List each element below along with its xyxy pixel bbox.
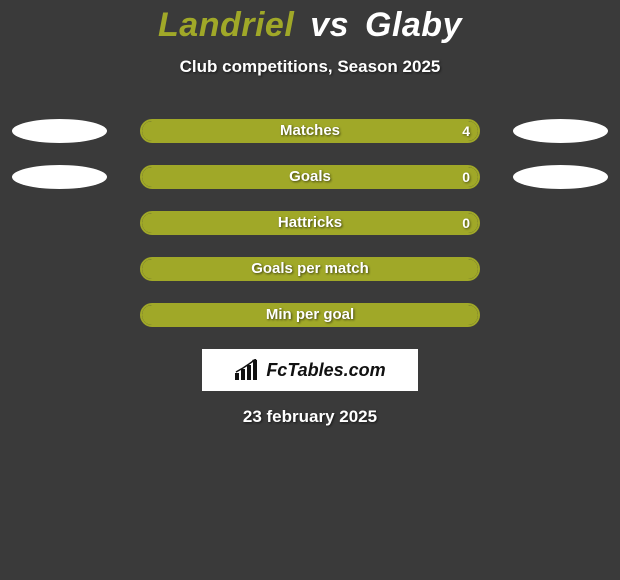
stat-row: Hattricks0 (0, 211, 620, 235)
right-ellipse (513, 119, 608, 143)
logo-text: FcTables.com (266, 360, 385, 381)
title-player1: Landriel (158, 6, 294, 44)
bar-track: Matches4 (140, 119, 480, 143)
page-title: Landriel vs Glaby (0, 0, 620, 45)
bar-label: Goals (142, 168, 478, 185)
subtitle: Club competitions, Season 2025 (0, 57, 620, 77)
bar-track: Goals per match (140, 257, 480, 281)
fctables-icon (234, 359, 260, 381)
bar-value-right: 0 (462, 215, 470, 231)
bar-label: Goals per match (142, 260, 478, 277)
left-ellipse (12, 165, 107, 189)
date-label: 23 february 2025 (0, 407, 620, 427)
stats-rows: Matches4Goals0Hattricks0Goals per matchM… (0, 119, 620, 327)
title-vs: vs (310, 6, 349, 44)
bar-track: Hattricks0 (140, 211, 480, 235)
stat-row: Goals0 (0, 165, 620, 189)
bar-value-right: 4 (462, 123, 470, 139)
bar-track: Min per goal (140, 303, 480, 327)
bar-label: Matches (142, 122, 478, 139)
bar-label: Min per goal (142, 306, 478, 323)
stat-row: Matches4 (0, 119, 620, 143)
title-player2: Glaby (365, 6, 462, 44)
stat-row: Goals per match (0, 257, 620, 281)
bar-value-right: 0 (462, 169, 470, 185)
right-ellipse (513, 165, 608, 189)
bar-label: Hattricks (142, 214, 478, 231)
logo-box: FcTables.com (202, 349, 418, 391)
bar-track: Goals0 (140, 165, 480, 189)
left-ellipse (12, 119, 107, 143)
stat-row: Min per goal (0, 303, 620, 327)
